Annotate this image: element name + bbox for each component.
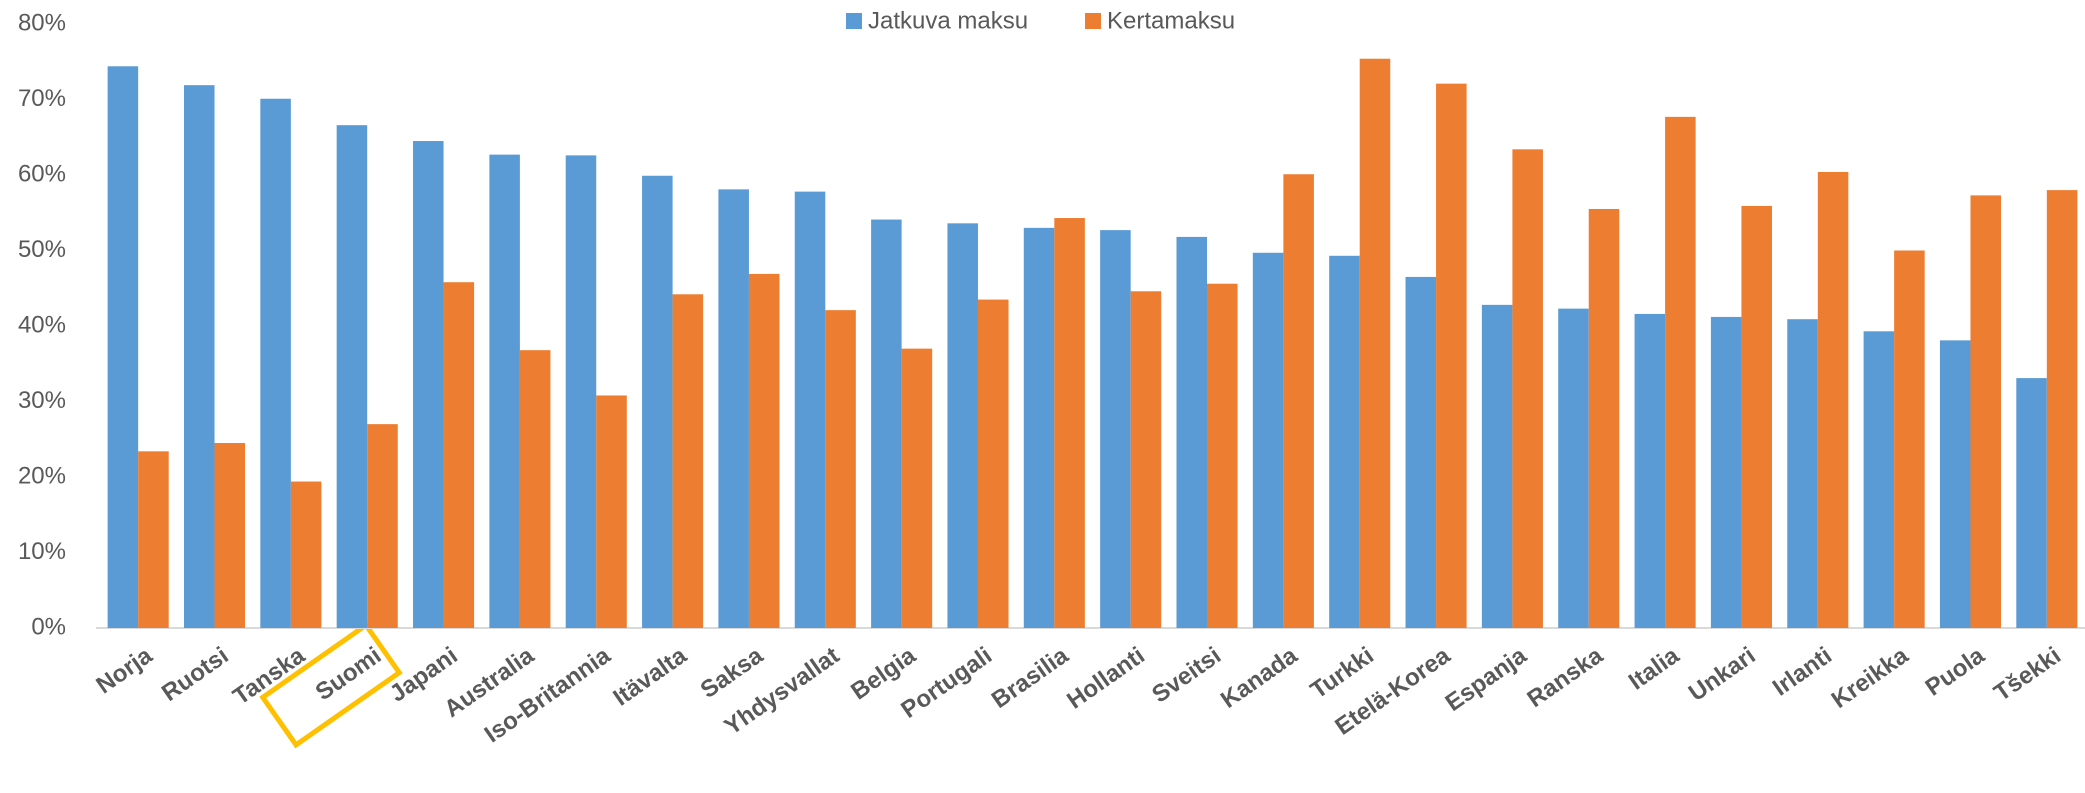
y-tick-label: 50% — [18, 236, 66, 263]
bar — [1558, 308, 1589, 628]
x-tick-label: Puola — [1921, 642, 1991, 702]
bar — [1970, 195, 2002, 628]
bar — [1176, 236, 1208, 628]
x-tick-label: Hollanti — [1062, 642, 1150, 715]
bar — [138, 451, 169, 628]
y-tick-label: 20% — [18, 462, 66, 489]
x-tick-label: Espanja — [1441, 642, 1532, 717]
bar — [672, 294, 704, 628]
bar — [443, 282, 475, 628]
bar — [1634, 313, 1666, 628]
bar — [871, 219, 902, 629]
bar — [1863, 331, 1895, 628]
bar — [1100, 230, 1131, 629]
bar — [413, 141, 444, 628]
y-tick-label: 10% — [18, 538, 66, 565]
bar — [947, 223, 978, 628]
bar — [489, 154, 520, 629]
bar — [794, 191, 826, 629]
x-tick-label: Italia — [1624, 642, 1685, 696]
x-tick-label: Suomi — [311, 642, 387, 706]
bar — [1130, 291, 1162, 628]
bar — [214, 443, 246, 628]
bar — [1710, 316, 1742, 628]
x-tick-label: Ranska — [1522, 642, 1608, 713]
x-tick-label: Brasilia — [987, 642, 1074, 714]
bar — [1207, 283, 1238, 628]
legend-label: Jatkuva maksu — [868, 7, 1028, 34]
x-tick-label: Sveitsi — [1147, 642, 1226, 709]
bar — [1329, 255, 1360, 628]
bar — [1252, 252, 1284, 628]
bar — [1359, 58, 1391, 629]
bar — [748, 273, 780, 628]
y-tick-label: 80% — [18, 9, 66, 36]
bar — [1023, 227, 1055, 628]
y-tick-label: 40% — [18, 311, 66, 338]
bar — [519, 350, 551, 628]
bar — [901, 348, 933, 628]
bar — [1405, 276, 1437, 628]
bar — [367, 424, 398, 628]
bar — [336, 125, 368, 629]
bar — [1283, 174, 1314, 628]
bar — [260, 98, 291, 629]
bar — [565, 155, 597, 628]
x-tick-label: Tšekki — [1989, 642, 2066, 707]
bar — [977, 299, 1009, 628]
y-tick-label: 70% — [18, 85, 66, 112]
bar — [2016, 378, 2047, 628]
x-tick-label: Itävalta — [608, 642, 692, 712]
x-tick-label: Kreikka — [1827, 642, 1914, 714]
bar — [1054, 218, 1085, 628]
x-tick-label: Kanada — [1216, 642, 1303, 714]
bar — [1436, 83, 1467, 628]
bar — [596, 395, 627, 628]
bar — [1894, 250, 1925, 628]
y-tick-label: 0% — [31, 613, 66, 640]
bar — [183, 85, 215, 628]
bar — [825, 310, 856, 628]
bar — [1787, 319, 1818, 628]
legend-label: Kertamaksu — [1107, 7, 1235, 34]
x-tick-label: Unkari — [1684, 642, 1761, 707]
bar — [1481, 304, 1513, 628]
legend-swatch — [1085, 13, 1101, 29]
bar — [1512, 149, 1543, 628]
bar — [642, 175, 673, 628]
bar — [1665, 116, 1696, 629]
bar — [2046, 190, 2078, 628]
bar — [1741, 205, 1772, 628]
x-tick-label: Tanska — [228, 642, 310, 711]
bar — [1588, 208, 1620, 628]
bar — [290, 481, 322, 628]
bar — [1817, 171, 1849, 629]
bar — [718, 189, 749, 628]
legend-swatch — [846, 13, 862, 29]
y-tick-label: 30% — [18, 387, 66, 414]
bar — [107, 66, 139, 628]
x-tick-label: Norja — [92, 642, 158, 700]
y-tick-label: 60% — [18, 160, 66, 187]
bar — [1939, 340, 1971, 628]
x-tick-label: Ruotsi — [157, 642, 234, 707]
highlight-box — [259, 621, 403, 749]
